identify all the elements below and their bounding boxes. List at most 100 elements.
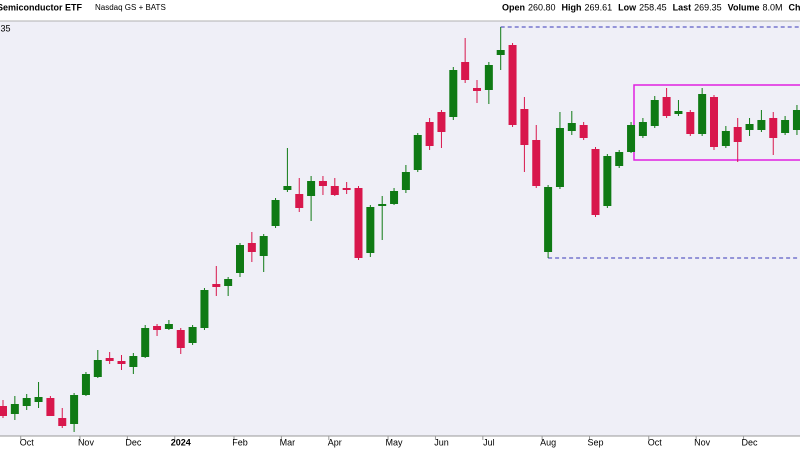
candle-body	[555, 128, 564, 187]
candle-body	[354, 188, 363, 258]
candle-body	[745, 124, 754, 130]
quote-label: Volume	[728, 2, 760, 12]
x-tick-label: Dec	[125, 437, 142, 447]
candle-body	[461, 62, 470, 80]
candle-body	[283, 186, 292, 190]
candle-body	[0, 406, 7, 416]
candle-body	[579, 125, 588, 138]
candle-body	[105, 358, 114, 361]
candle-body	[247, 243, 256, 252]
x-tick-label: Oct	[20, 437, 35, 447]
candle-body	[520, 109, 529, 145]
x-tick-label: Feb	[232, 437, 248, 447]
candle-body	[638, 122, 647, 136]
candle-body	[710, 97, 718, 147]
quote-label: Ch	[789, 2, 800, 12]
x-tick-label: Oct	[648, 437, 663, 447]
quote-label: Open	[502, 2, 525, 12]
candle-body	[200, 290, 209, 328]
candle-body	[721, 131, 730, 146]
candle-body	[473, 88, 481, 91]
x-tick-label: Jun	[434, 437, 449, 447]
quote-value: 258.45	[639, 2, 667, 12]
candle-body	[650, 100, 659, 126]
x-tick-label: Jul	[483, 437, 495, 447]
quote-value: 269.61	[585, 2, 613, 12]
candle-body	[46, 398, 55, 416]
candle-body	[342, 188, 351, 190]
x-tick-label: May	[386, 437, 404, 447]
candle-body	[271, 200, 280, 226]
candle-body	[674, 111, 683, 114]
candle-body	[567, 123, 576, 131]
corner-label: .35	[0, 23, 11, 33]
candle-body	[532, 140, 541, 186]
x-tick-label: 2024	[171, 437, 191, 447]
candle-body	[188, 327, 197, 343]
candle-body	[212, 284, 221, 287]
x-tick-label: Nov	[694, 437, 711, 447]
candle-body	[164, 324, 173, 329]
candle-body	[390, 191, 399, 204]
candle-body	[224, 279, 233, 286]
candle-body	[366, 207, 375, 253]
candle-body	[22, 398, 31, 406]
candle-body	[129, 356, 138, 367]
quote-value: 8.0M	[763, 2, 783, 12]
chart-title: Semiconductor ETF	[0, 2, 83, 12]
candle-body	[34, 397, 43, 402]
candle-body	[378, 204, 387, 206]
candle-body	[769, 118, 778, 138]
candle-body	[449, 70, 458, 117]
quote-bar: Open 260.80 High 269.61 Low 258.45 Last 269.35 V…	[502, 2, 800, 12]
quote-label: Low	[618, 2, 637, 12]
candle-body	[141, 328, 150, 357]
candle-body	[781, 120, 790, 133]
candle-body	[318, 181, 327, 186]
candle-body	[544, 187, 553, 252]
candle-body	[176, 330, 185, 348]
candle-body	[496, 50, 505, 55]
candle-body	[330, 186, 339, 195]
x-tick-label: Apr	[328, 437, 342, 447]
candle-body	[484, 65, 493, 90]
candle-body	[70, 395, 79, 424]
candle-body	[508, 45, 517, 125]
range-box	[633, 84, 800, 161]
candle-body	[10, 404, 19, 414]
candle-body	[615, 152, 624, 166]
x-tick-label: Sep	[587, 437, 603, 447]
candle-body	[591, 149, 600, 215]
candle-body	[698, 94, 707, 134]
candle-body	[58, 418, 67, 426]
x-tick-label: Aug	[540, 437, 556, 447]
quote-label: High	[562, 2, 582, 12]
candle-body	[93, 360, 102, 377]
exchange: Nasdaq GS + BATS	[95, 3, 166, 12]
candle-body	[603, 156, 612, 206]
candle-body	[627, 125, 636, 152]
candle-body	[401, 172, 410, 190]
candle-body	[792, 110, 800, 130]
candle-body	[425, 122, 434, 146]
quote-label: Last	[673, 2, 692, 12]
x-tick-label: Mar	[280, 437, 296, 447]
candle-body	[413, 135, 422, 170]
quote-value: 269.35	[694, 2, 722, 12]
x-tick-label: Dec	[742, 437, 759, 447]
candle-body	[259, 236, 268, 256]
candle-body	[153, 326, 162, 330]
candle-body	[662, 97, 671, 116]
candle-body	[686, 112, 695, 134]
candle-body	[81, 374, 90, 395]
candle-body	[733, 127, 742, 142]
candle-body	[295, 194, 304, 208]
candle-body	[117, 361, 126, 364]
candle-body	[757, 120, 766, 130]
candle-body	[236, 245, 244, 273]
candle-body	[437, 112, 446, 132]
x-tick-label: Nov	[78, 437, 95, 447]
quote-value: 260.80	[528, 2, 556, 12]
